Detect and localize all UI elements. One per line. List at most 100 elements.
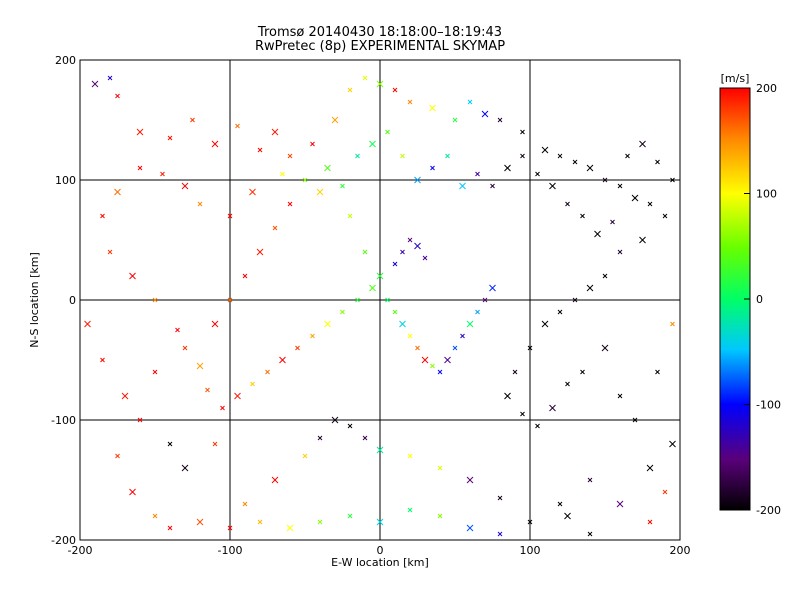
data-point <box>205 387 210 393</box>
data-point <box>136 128 144 136</box>
colorbar-tick-label: 0 <box>756 293 763 306</box>
data-point <box>549 404 556 412</box>
data-point <box>452 345 458 351</box>
data-point <box>347 87 353 93</box>
data-point <box>557 309 563 315</box>
data-point <box>227 525 233 531</box>
data-point <box>601 344 609 352</box>
data-point <box>115 93 120 99</box>
data-point <box>114 188 121 196</box>
data-point <box>324 320 331 328</box>
data-point <box>310 333 315 339</box>
data-point <box>287 153 293 159</box>
y-tick-label: 100 <box>55 174 76 187</box>
data-point <box>617 393 623 399</box>
data-point <box>670 321 675 327</box>
data-point <box>586 164 594 172</box>
colorbar-tick-label: -200 <box>756 504 781 517</box>
data-point <box>167 441 173 447</box>
y-tick-label: -200 <box>51 534 76 547</box>
data-point <box>197 201 203 207</box>
data-point <box>639 236 646 244</box>
data-point <box>152 297 158 303</box>
data-point <box>616 500 624 508</box>
data-point <box>564 512 571 520</box>
data-point <box>565 201 570 207</box>
data-point <box>385 297 390 303</box>
x-tick-label: 0 <box>377 544 384 557</box>
data-point <box>369 284 376 292</box>
data-point <box>617 249 623 255</box>
data-point <box>376 272 384 280</box>
data-point <box>631 194 639 202</box>
data-point <box>602 177 608 183</box>
data-point <box>181 182 189 190</box>
data-point <box>421 356 429 364</box>
data-point <box>632 417 638 423</box>
data-point <box>340 183 345 189</box>
data-point <box>211 320 219 328</box>
data-point <box>369 140 376 148</box>
data-point <box>407 99 413 105</box>
data-point <box>580 369 585 375</box>
data-point <box>220 405 225 411</box>
data-point <box>362 75 368 81</box>
data-point <box>497 495 503 501</box>
data-point <box>414 242 421 250</box>
chart-title: Tromsø 20140430 18:18:00–18:19:43 <box>257 25 502 40</box>
data-point <box>490 183 495 189</box>
data-point <box>662 489 668 495</box>
data-point <box>504 164 511 172</box>
data-point <box>399 320 406 328</box>
data-point <box>625 153 630 159</box>
data-point <box>302 453 308 459</box>
data-point <box>280 171 285 177</box>
data-point <box>257 147 263 153</box>
data-point <box>182 345 188 351</box>
data-point <box>392 87 398 93</box>
data-point <box>355 153 360 159</box>
data-point <box>520 411 525 417</box>
data-point <box>212 441 218 447</box>
data-point <box>107 75 113 81</box>
data-point <box>376 80 384 88</box>
data-point <box>137 165 143 171</box>
data-point <box>489 284 496 292</box>
data-point <box>587 531 593 537</box>
grid-lines <box>80 60 680 540</box>
data-point <box>655 159 660 165</box>
data-point <box>249 188 256 196</box>
data-point <box>414 176 421 184</box>
x-tick-label: 100 <box>520 544 541 557</box>
data-point <box>565 381 570 387</box>
data-point <box>541 146 549 154</box>
data-point <box>407 333 413 339</box>
data-point <box>602 273 608 279</box>
data-point <box>572 297 578 303</box>
data-point <box>137 417 143 423</box>
y-tick-label: -100 <box>51 414 76 427</box>
data-point <box>466 476 474 484</box>
data-point <box>91 80 99 88</box>
data-point <box>541 320 549 328</box>
data-point <box>347 513 353 519</box>
data-point <box>107 249 113 255</box>
data-point <box>227 297 233 303</box>
data-point <box>407 453 413 459</box>
data-point <box>670 177 675 183</box>
data-point <box>535 423 540 429</box>
colorbar-tick-label: 200 <box>756 82 777 95</box>
data-point <box>415 345 420 351</box>
data-point <box>129 272 136 280</box>
data-point <box>160 171 165 177</box>
data-point <box>400 153 405 159</box>
data-point <box>392 309 398 315</box>
colorbar-label: [m/s] <box>721 72 750 85</box>
data-point <box>271 476 279 484</box>
data-point <box>167 135 173 141</box>
data-point <box>669 440 676 448</box>
data-point <box>362 249 368 255</box>
x-axis-label: E-W location [km] <box>331 556 429 569</box>
data-point <box>347 213 353 219</box>
data-point <box>646 464 654 472</box>
